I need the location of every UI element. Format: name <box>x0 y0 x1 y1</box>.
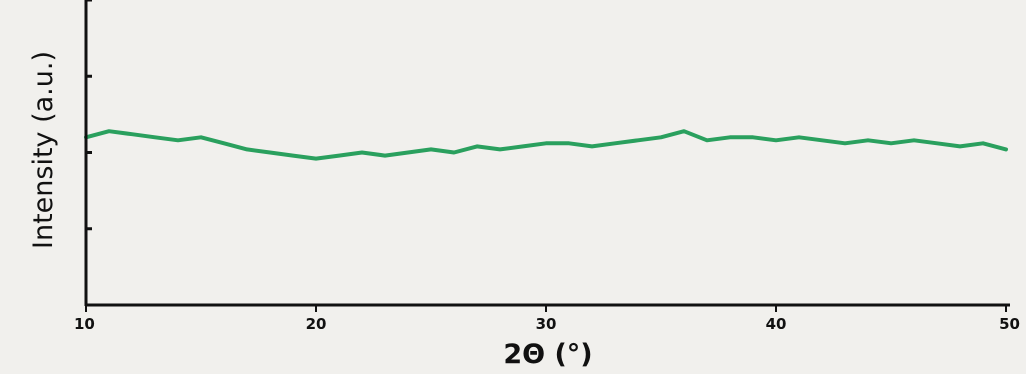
x-tick-label: 50 <box>999 315 1020 333</box>
x-tick-label: 30 <box>536 315 557 333</box>
x-tick-label: 20 <box>306 315 327 333</box>
x-tick-label: 10 <box>74 315 95 333</box>
x-ticks: 10 20 30 40 50 <box>74 305 1020 333</box>
plot-area <box>84 129 1008 161</box>
y-ticks <box>86 0 92 231</box>
x-axis-title: 2Θ (°) <box>503 339 592 370</box>
axes: 10 20 30 40 50 <box>74 0 1020 333</box>
series-line <box>84 129 1008 161</box>
y-axis-title: Intensity (a.u.) <box>28 51 59 249</box>
x-tick-label: 40 <box>766 315 787 333</box>
